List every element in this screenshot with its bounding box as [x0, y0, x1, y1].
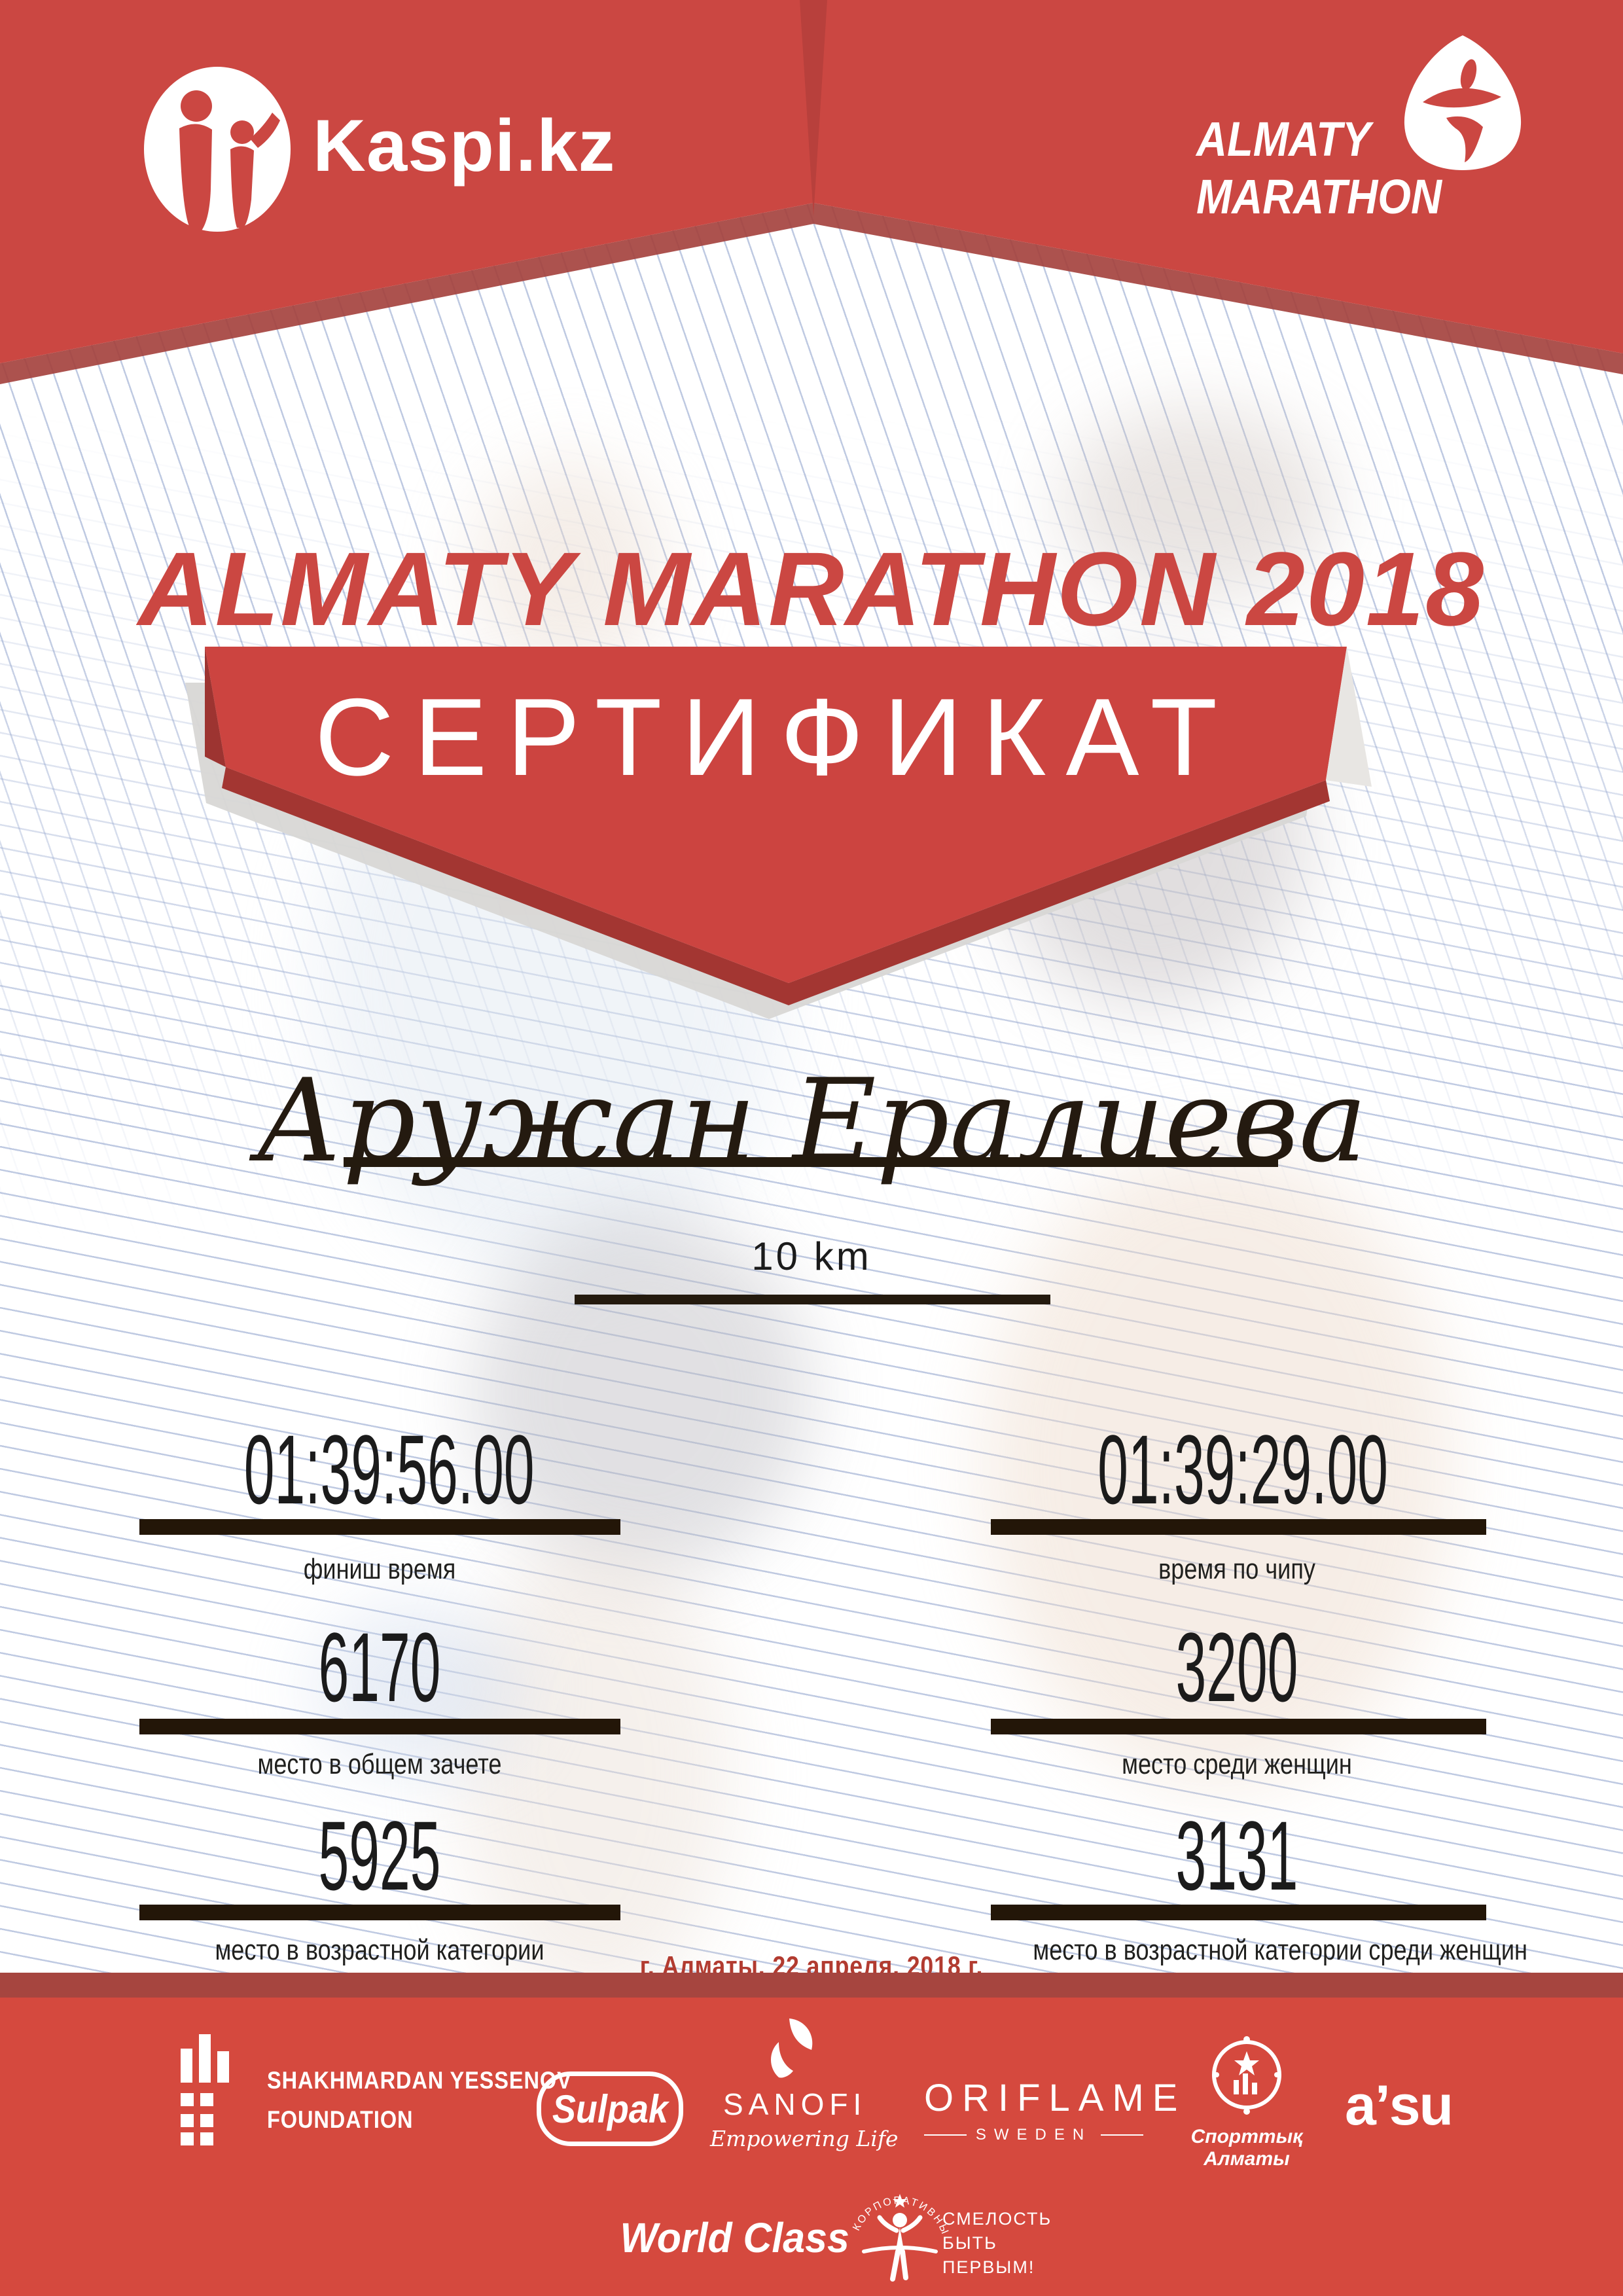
kaspi-logo-icon — [144, 67, 291, 232]
oriflame-logo-text: ORIFLAME — [924, 2077, 1186, 2119]
ghost-photo-man-legs — [458, 1538, 733, 2009]
women-place-value: 3200 — [1175, 1612, 1298, 1722]
marathon-logo-line1: ALMATY — [1196, 112, 1371, 166]
distance-underline — [575, 1295, 1050, 1304]
event-title: ALMATY MARATHON 2018 — [138, 530, 1485, 647]
fund-slogan-line1: СМЕЛОСТЬ — [942, 2209, 1052, 2229]
finish-time-label: финиш время — [303, 1553, 456, 1585]
age-group-place-value: 5925 — [318, 1801, 441, 1910]
finish-time-rule — [139, 1519, 620, 1535]
fund-emblem: КОРПОРАТИВНЫЙ ФОНД — [838, 2160, 951, 2282]
sanofi-bird-icon — [771, 2018, 813, 2078]
asu-logo-text: aʼsu — [1345, 2074, 1454, 2137]
sport-almaty-text: Спорттық Алматы — [1188, 2126, 1306, 2170]
fund-slogan: СМЕЛОСТЬ БЫТЬ ПЕРВЫМ! — [942, 2207, 1052, 2280]
overall-place-value: 6170 — [318, 1612, 441, 1722]
distance-value: 10 km — [751, 1234, 872, 1278]
world-class-logo-text: World Class — [620, 2214, 849, 2261]
sport-almaty-emblem — [1212, 2036, 1281, 2115]
ghost-photo-woman-legs — [982, 1145, 1453, 1787]
women-place-label: место среди женщин — [1122, 1748, 1352, 1780]
age-group-place-rule — [139, 1905, 620, 1920]
fund-slogan-line2: БЫТЬ — [942, 2233, 997, 2253]
overall-place-label: место в общем зачете — [257, 1748, 502, 1780]
overall-place-rule — [139, 1719, 620, 1734]
chip-time-rule — [991, 1519, 1486, 1535]
participant-name: Аружан Ералиева — [255, 1055, 1368, 1188]
marathon-logo-line2: MARATHON — [1196, 170, 1442, 224]
chip-time-label: время по чипу — [1158, 1553, 1315, 1585]
marathon-logo-runner-icon — [1404, 35, 1522, 170]
age-group-place-label: место в возрастной категории — [215, 1934, 544, 1966]
sulpak-logo: Sulpak — [537, 2072, 683, 2146]
fund-arc-text: КОРПОРАТИВНЫЙ ФОНД — [838, 2160, 949, 2237]
name-underline — [344, 1157, 1278, 1167]
women-place-rule — [991, 1719, 1486, 1734]
certificate-ribbon: СЕРТИФИКАТ — [157, 622, 1433, 1054]
footer-top-stripe — [0, 1973, 1623, 1998]
yessenov-foundation-icon — [181, 2034, 229, 2145]
finish-time-value: 01:39:56.00 — [243, 1414, 535, 1524]
oriflame-sweden-text: SWEDEN — [975, 2126, 1092, 2144]
sport-almaty-line2: Алматы — [1204, 2148, 1290, 2170]
sulpak-logo-text: Sulpak — [552, 2087, 668, 2131]
oriflame-sweden-row: SWEDEN — [924, 2126, 1143, 2144]
certificate-banner-text: СЕРТИФИКАТ — [314, 675, 1238, 798]
kaspi-logo-text: Kaspi.kz — [313, 105, 616, 187]
sport-almaty-line1: Спорттық — [1190, 2126, 1303, 2147]
sanofi-logo-text: SANOFI — [723, 2087, 867, 2121]
ghost-photo-woman-hair — [1060, 406, 1335, 602]
oriflame-rule-right — [1101, 2134, 1143, 2136]
yessenov-foundation-name-line2: FOUNDATION — [267, 2106, 414, 2133]
sanofi-tagline: Empowering Life — [710, 2126, 899, 2151]
ghost-photo-shoe — [314, 1604, 524, 1774]
chip-time-value: 01:39:29.00 — [1097, 1414, 1388, 1524]
yessenov-foundation-name-line1: SHAKHMARDAN YESSENOV — [267, 2067, 572, 2094]
age-group-women-place-rule — [991, 1905, 1486, 1920]
ghost-photo-man-head — [471, 458, 668, 681]
oriflame-rule-left — [924, 2134, 967, 2136]
fund-slogan-line3: ПЕРВЫМ! — [942, 2257, 1035, 2277]
svg-text:КОРПОРАТИВНЫЙ ФОНД: КОРПОРАТИВНЫЙ ФОНД — [838, 2160, 951, 2237]
ghost-photo-man-shorts — [471, 1211, 812, 1577]
age-group-women-place-value: 3131 — [1175, 1801, 1298, 1910]
